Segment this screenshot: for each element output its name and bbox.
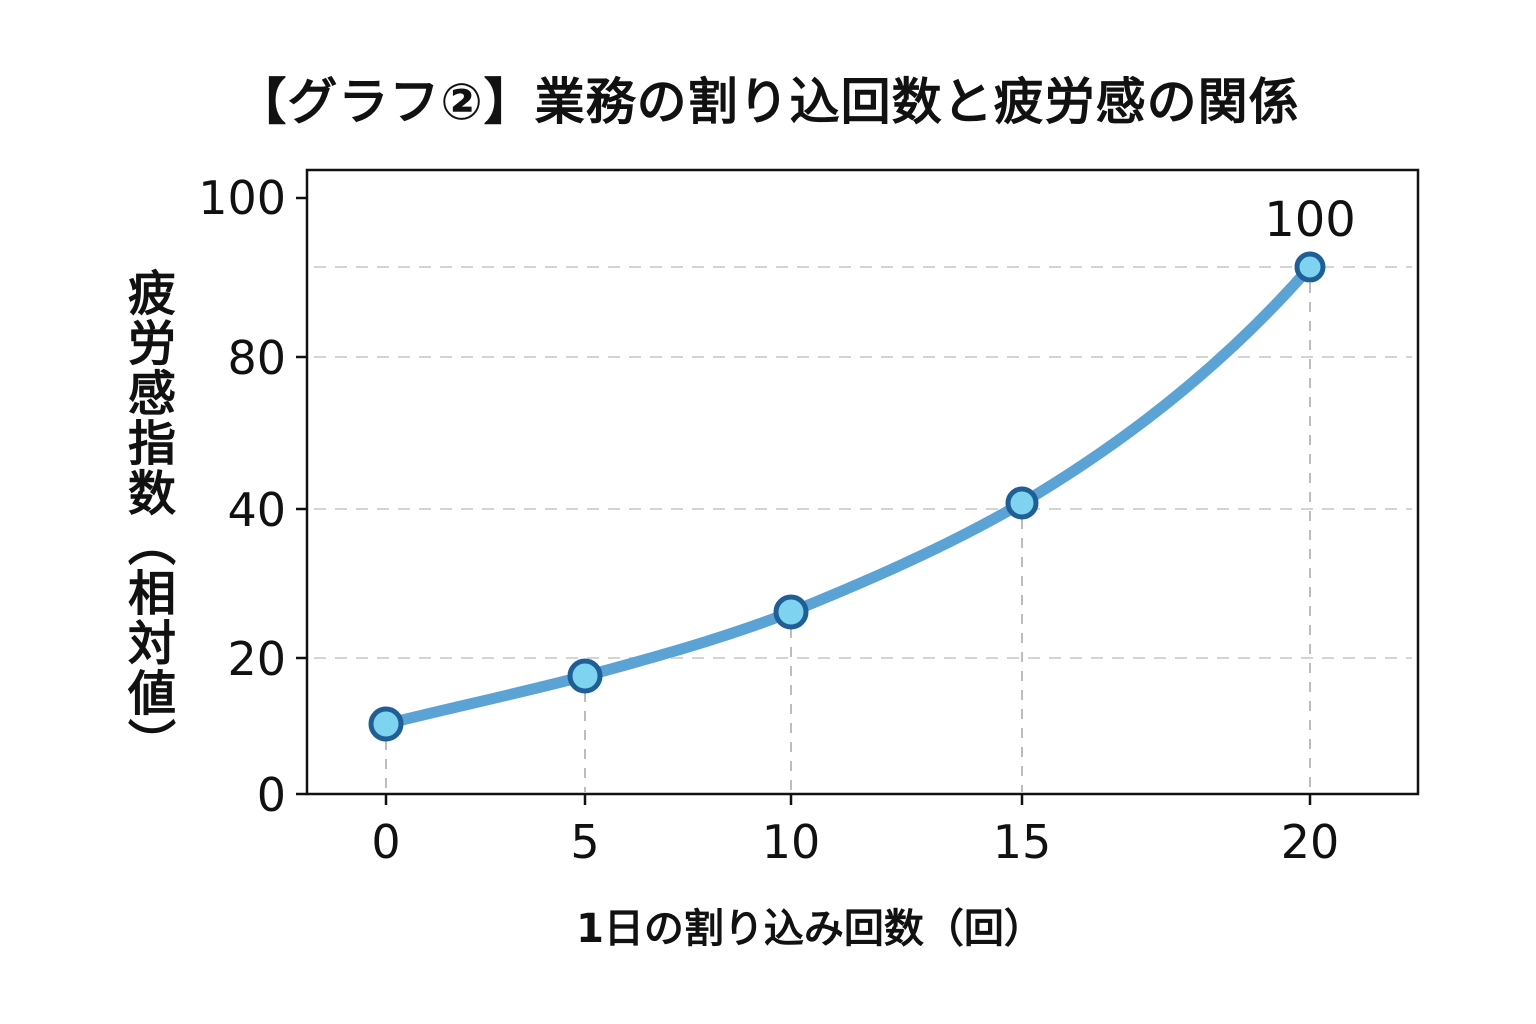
data-point-20 bbox=[1294, 251, 1326, 283]
y-tick-20: 20 bbox=[227, 632, 286, 686]
data-line bbox=[380, 261, 1316, 730]
x-tick-labels: 0 5 10 15 20 bbox=[371, 815, 1339, 869]
y-tick-0: 0 bbox=[257, 768, 286, 822]
y-tick-100: 100 bbox=[198, 171, 286, 225]
x-tick-0: 0 bbox=[371, 815, 400, 869]
x-tick-15: 15 bbox=[993, 815, 1052, 869]
plot-frame bbox=[305, 168, 1420, 796]
x-axis-ticks bbox=[384, 794, 1312, 805]
x-axis-label: 1日の割り込み回数（回） bbox=[576, 906, 1044, 952]
y-tick-40: 40 bbox=[227, 483, 286, 537]
data-markers bbox=[368, 251, 1326, 742]
chart-title: 【グラフ②】業務の割り込回数と疲労感の関係 bbox=[236, 73, 1300, 131]
data-point-10 bbox=[773, 594, 809, 630]
x-tick-10: 10 bbox=[762, 815, 821, 869]
data-point-5 bbox=[567, 658, 603, 694]
y-tick-80: 80 bbox=[227, 331, 286, 385]
data-label-100: 100 bbox=[1264, 192, 1356, 248]
data-point-15 bbox=[1005, 486, 1039, 520]
vertical-drop-lines bbox=[385, 283, 1311, 792]
x-tick-5: 5 bbox=[570, 815, 599, 869]
y-axis-ticks bbox=[296, 196, 307, 796]
x-tick-20: 20 bbox=[1281, 815, 1340, 869]
data-point-0 bbox=[368, 706, 404, 742]
y-tick-labels: 100 80 40 20 0 bbox=[198, 171, 286, 822]
y-axis-label: 疲労感指数（相対値） bbox=[119, 268, 175, 768]
